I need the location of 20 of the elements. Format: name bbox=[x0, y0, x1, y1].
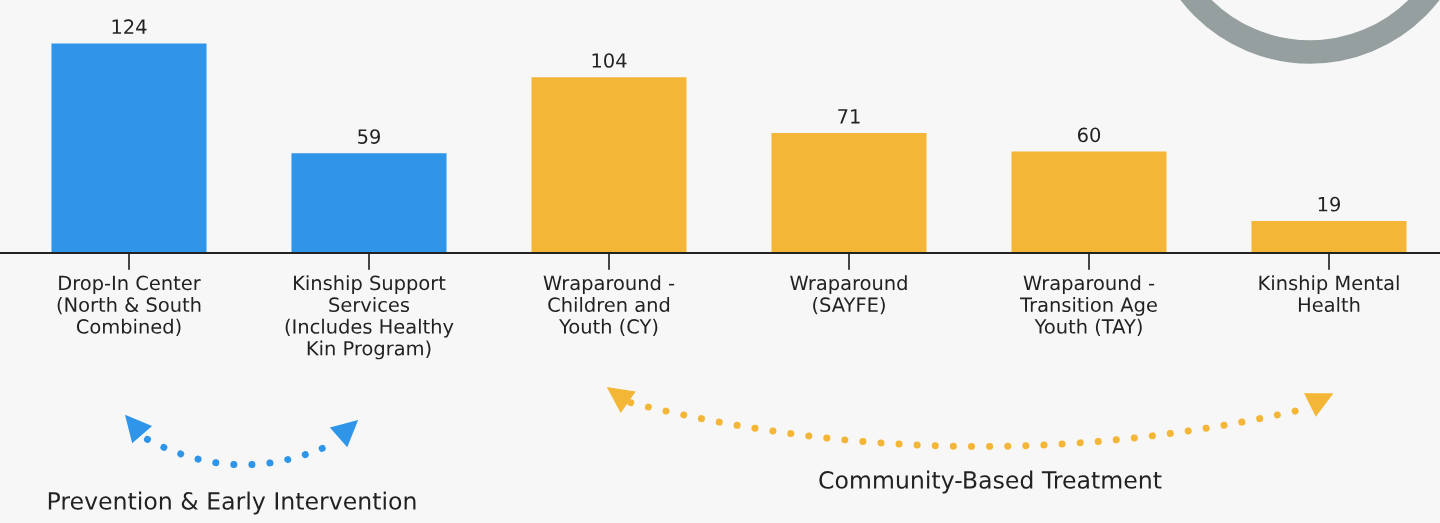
bar bbox=[51, 43, 207, 253]
x-tick-label: Wraparound - Transition Age Youth (TAY) bbox=[1020, 275, 1157, 337]
x-tick-label: Wraparound (SAYFE) bbox=[790, 275, 907, 315]
x-tick-label: Drop-In Center (North & South Combined) bbox=[57, 275, 201, 337]
data-label: 104 bbox=[592, 53, 627, 68]
data-label: 19 bbox=[1318, 196, 1340, 212]
data-label: 59 bbox=[358, 129, 380, 144]
data-label: 124 bbox=[112, 19, 147, 34]
x-tick-label: Kinship Support Services (Includes Healthy Kin Program) bbox=[285, 275, 454, 360]
bar bbox=[291, 153, 447, 253]
text: Community-Based Treatment bbox=[819, 470, 1162, 494]
bar bbox=[1251, 220, 1407, 253]
data-label: 60 bbox=[1077, 127, 1101, 143]
bar bbox=[1011, 151, 1167, 253]
bar bbox=[531, 77, 687, 253]
x-tick-label: Wraparound - Children and Youth (CY) bbox=[543, 275, 675, 337]
data-label: 71 bbox=[838, 109, 860, 124]
text: Prevention & Early Intervention bbox=[48, 491, 416, 515]
bar bbox=[771, 132, 927, 253]
x-tick-label: Kinship Mental Health bbox=[1259, 275, 1399, 313]
